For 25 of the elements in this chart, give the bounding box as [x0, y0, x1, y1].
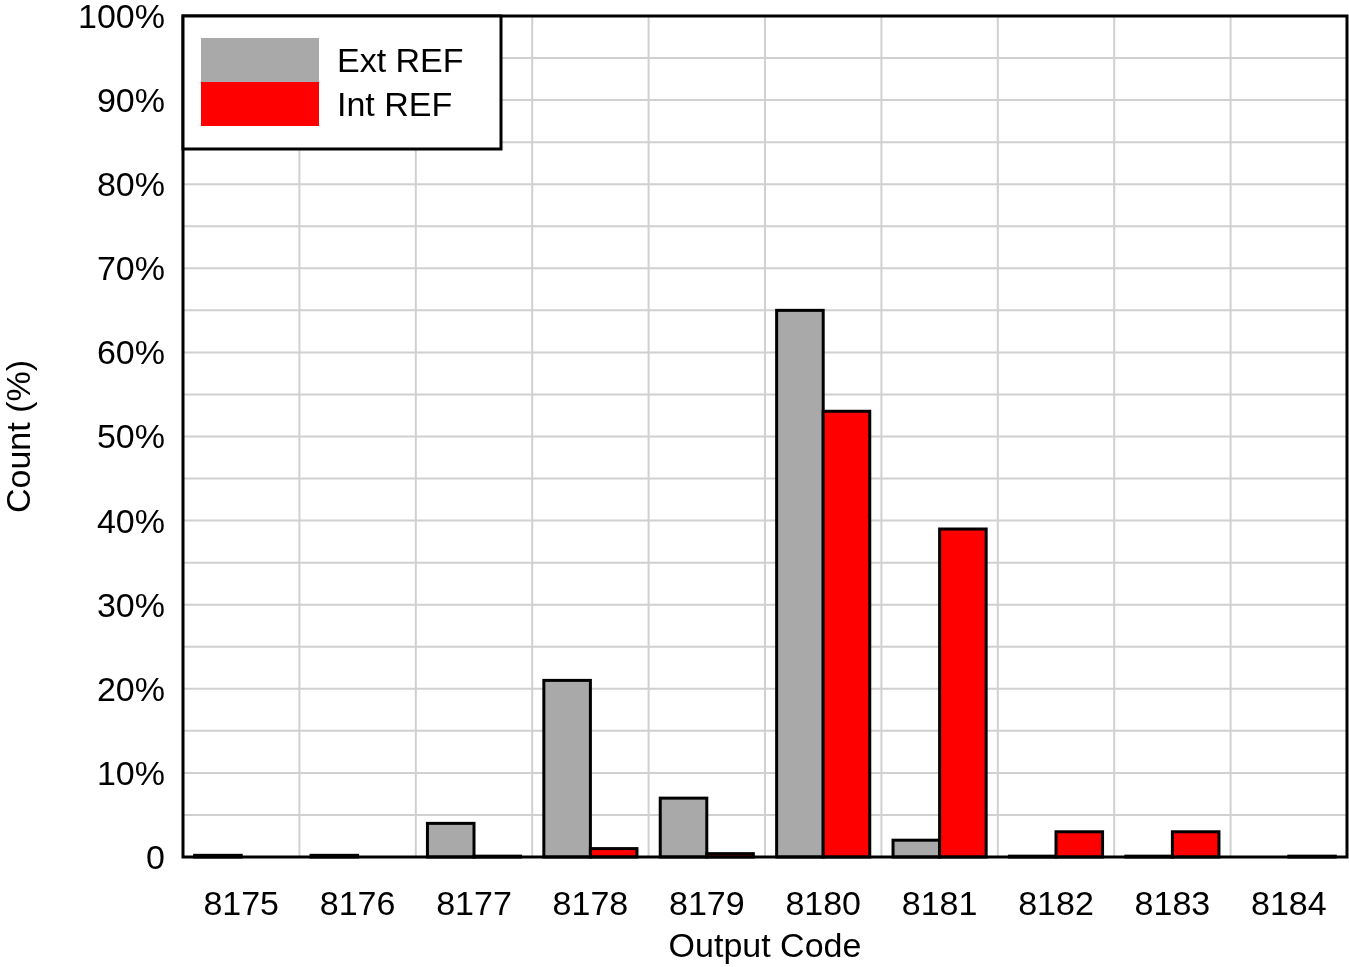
y-tick-label: 40%: [96, 501, 165, 540]
x-tick-label: 8182: [1018, 884, 1094, 922]
legend-label: Ext REF: [337, 40, 464, 79]
x-tick-label: 8175: [203, 884, 280, 922]
y-tick-label: 30%: [96, 585, 165, 624]
x-tick-label: 8179: [668, 884, 745, 922]
y-tick-label: 100%: [78, 0, 165, 35]
x-tick-label: 8181: [901, 884, 978, 922]
y-tick-label: 90%: [96, 81, 165, 119]
x-tick-label: 8180: [785, 884, 862, 922]
y-tick-label: 10%: [96, 753, 165, 792]
y-tick-label: 50%: [96, 417, 165, 456]
x-tick-label: 8184: [1250, 884, 1327, 922]
x-tick-label: 8176: [319, 884, 396, 922]
y-tick-label: 80%: [96, 165, 165, 204]
y-tick-label: 70%: [96, 249, 165, 288]
y-tick-label: 20%: [96, 669, 165, 708]
x-axis-title: Output Code: [668, 926, 862, 964]
legend-label: Int REF: [337, 84, 453, 123]
x-tick-label: 8178: [552, 884, 629, 922]
x-tick-label: 8183: [1134, 884, 1211, 922]
y-tick-label: 0: [146, 837, 165, 876]
x-tick-label: 8177: [436, 884, 512, 922]
y-axis-title: Count (%): [0, 359, 37, 514]
y-tick-label: 60%: [96, 333, 165, 372]
